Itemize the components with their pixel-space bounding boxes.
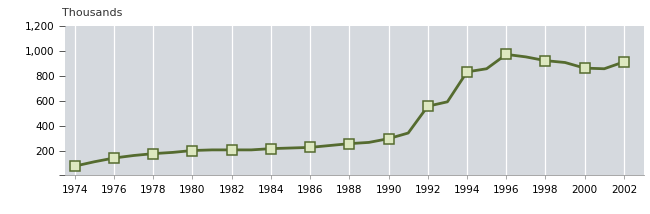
Text: Thousands: Thousands <box>62 8 122 18</box>
